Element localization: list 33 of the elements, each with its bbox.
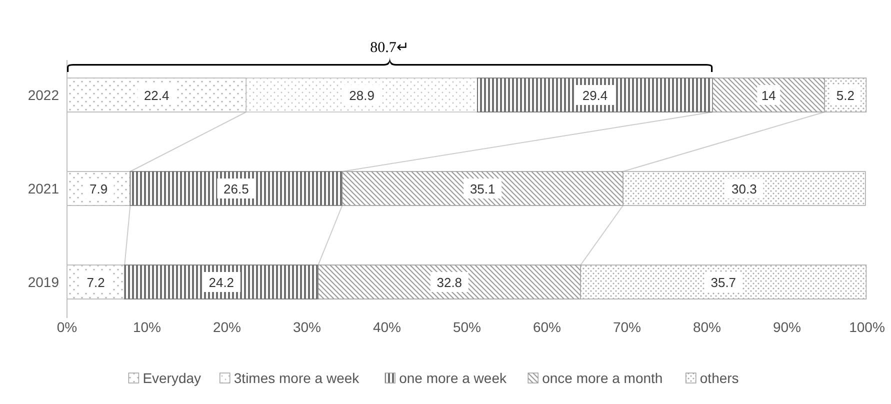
data-label: 7.9 — [90, 182, 108, 196]
x-tick-label: 80% — [692, 319, 722, 335]
x-tick-label: 20% — [212, 319, 242, 335]
legend-label: Everyday — [142, 370, 202, 386]
x-tick-label: 30% — [292, 319, 322, 335]
data-label: 14 — [761, 88, 776, 103]
y-tick-label: 2019 — [28, 274, 60, 290]
text: 80.7↵ — [370, 40, 410, 56]
data-label: 32.8 — [436, 275, 462, 290]
legend-label: others — [700, 370, 739, 386]
data-label: 29.4 — [582, 88, 608, 103]
y-tick-label: 2022 — [28, 87, 60, 103]
x-tick-label: 70% — [612, 319, 642, 335]
data-label: 7.2 — [86, 275, 105, 290]
data-label: 35.7 — [710, 275, 736, 290]
data-label: 24.2 — [208, 275, 234, 290]
x-tick-label: 50% — [452, 319, 482, 335]
y-tick-label: 2021 — [28, 180, 60, 196]
x-tick-label: 60% — [532, 319, 562, 335]
data-label: 22.4 — [144, 88, 170, 103]
legend-label: 3times more a week — [234, 370, 360, 386]
x-tick-label: 100% — [849, 319, 885, 335]
data-label: 35.1 — [470, 182, 496, 196]
legend-label: one more a week — [399, 370, 508, 386]
x-tick-label: 40% — [372, 319, 402, 335]
data-label: 28.9 — [349, 88, 374, 103]
x-tick-label: 0% — [56, 319, 78, 335]
legend-label: once more a month — [542, 370, 663, 386]
x-tick-label: 90% — [772, 319, 802, 335]
data-label: 26.5 — [224, 182, 249, 196]
data-label: 30.3 — [732, 182, 757, 196]
data-label: 5.2 — [836, 88, 854, 103]
x-tick-label: 10% — [132, 319, 162, 335]
